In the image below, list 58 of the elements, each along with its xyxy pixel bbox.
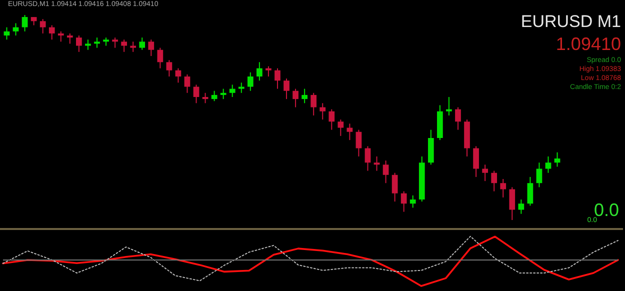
candlestick (247, 72, 254, 92)
candlestick (238, 82, 244, 94)
candlestick (94, 37, 100, 48)
candlestick (274, 68, 280, 90)
candlestick (40, 18, 46, 34)
candlestick (284, 78, 290, 100)
candlestick (4, 26, 10, 40)
candlestick (338, 119, 344, 136)
candlestick (229, 84, 236, 98)
candlestick (302, 88, 308, 104)
candlestick (374, 156, 380, 172)
candlestick (166, 60, 172, 77)
candlestick (509, 186, 516, 220)
candlestick (382, 160, 389, 184)
candlestick (400, 190, 407, 212)
candlestick (85, 39, 91, 50)
candlestick (392, 172, 398, 202)
candlestick (346, 123, 353, 141)
candlestick (76, 35, 82, 52)
candlestick (545, 156, 552, 174)
candlestick (292, 88, 298, 108)
annotation: 1.09410 (556, 34, 621, 55)
candlestick (157, 47, 164, 69)
candlestick (518, 199, 524, 214)
candlestick (66, 32, 73, 44)
candlestick (256, 62, 262, 82)
annotation: EURUSD M1 (520, 12, 621, 32)
candlestick (175, 68, 182, 84)
candlestick (410, 194, 416, 208)
candlestick (193, 84, 200, 104)
candlestick (58, 30, 64, 42)
candlestick (139, 37, 146, 50)
candlestick (184, 74, 190, 94)
candlestick (48, 24, 55, 40)
candlestick (554, 152, 560, 168)
candlestick (446, 96, 452, 116)
candlestick (491, 170, 498, 192)
candlestick (455, 106, 461, 130)
candlestick (22, 14, 28, 32)
candlestick (364, 146, 371, 172)
candlestick (148, 39, 154, 56)
candlestick (328, 108, 335, 130)
candlestick (310, 92, 317, 116)
candlestick (356, 129, 362, 157)
candlestick (112, 37, 118, 48)
candlestick (211, 90, 218, 102)
candlestick (473, 146, 479, 178)
candlestick (130, 41, 136, 52)
candlestick (121, 39, 127, 52)
candlestick (482, 164, 488, 182)
candlestick (536, 162, 542, 188)
candlestick (320, 102, 326, 120)
candlestick (12, 22, 19, 36)
candlestick (527, 176, 534, 206)
candlestick (266, 66, 272, 77)
candlestick (220, 88, 226, 100)
candlestick (500, 178, 506, 198)
candlestick (202, 92, 208, 104)
